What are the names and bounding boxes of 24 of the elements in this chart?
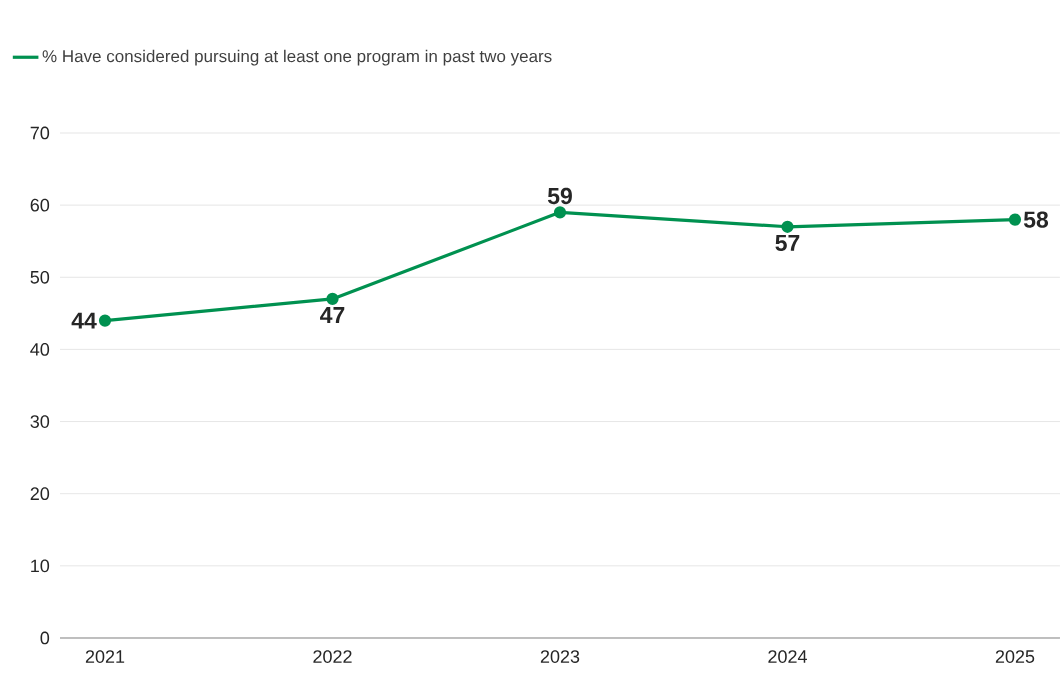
x-tick-label: 2024 [768,650,807,663]
x-tick-label: 2025 [995,650,1035,663]
data-label: 57 [775,234,800,252]
point [781,220,794,233]
y-tick-label: 60 [30,198,50,212]
data-label: 47 [320,307,345,323]
point [553,206,567,219]
point [1008,213,1022,226]
point [326,292,339,306]
y-tick-label: 20 [30,487,50,501]
y-tick-label: 30 [30,415,50,428]
x-tick-label: 2021 [85,650,125,663]
point [98,314,112,327]
y-tick-label: 10 [31,559,50,573]
y-tick-label: 70 [30,126,50,140]
y-tick-label: 0 [40,631,50,645]
data-label: 59 [547,187,572,205]
legend-label: % Have considered pursuing at least one program in past two years [42,49,552,66]
x-tick-label: 2022 [313,650,352,663]
data-label: 44 [71,312,97,329]
y-tick-label: 50 [30,270,50,284]
x-tick-label: 2023 [540,650,580,663]
data-label: 58 [1023,211,1049,228]
y-tick-label: 40 [30,343,50,356]
